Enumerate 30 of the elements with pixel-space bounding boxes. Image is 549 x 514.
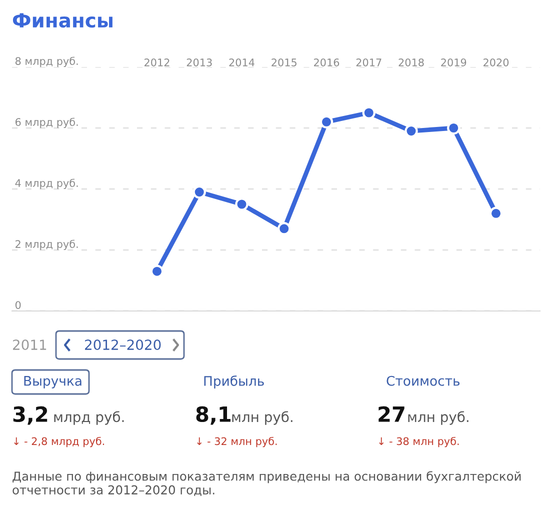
x-tick-label: 2016	[314, 58, 340, 66]
text: ↓ - 32 млн руб.	[197, 436, 277, 448]
x-tick-label: 2012	[144, 58, 170, 66]
text: Выручка	[24, 376, 82, 388]
text: млн руб.	[408, 411, 468, 425]
text: 3,2	[13, 406, 48, 425]
chart-title: Финансы	[12, 13, 112, 28]
y-tick-label: 8 млрд руб.	[15, 56, 78, 67]
text: Прибыль	[204, 376, 264, 388]
text: 2011	[13, 340, 46, 350]
text: Данные по финансовым показателям приведены на основании бухгалтерской отчетности за 2012–2020 годы.	[12, 471, 521, 496]
text: ↓ - 38 млн руб.	[379, 436, 459, 448]
text: 2012–2020	[85, 340, 161, 350]
text: млрд руб.	[54, 411, 124, 425]
x-tick-label: 2018	[398, 58, 424, 66]
y-tick-label: 0	[15, 301, 21, 309]
x-tick-label: 2013	[186, 58, 212, 66]
text: 27	[378, 406, 404, 422]
x-tick-label: 2015	[272, 58, 296, 66]
y-tick-label: 6 млрд руб.	[16, 118, 78, 128]
x-tick-label: 2020	[484, 58, 509, 66]
x-tick-label: 2017	[356, 58, 382, 66]
text: Стоимость	[386, 376, 460, 386]
x-tick-label: 2019	[441, 58, 466, 66]
y-tick-label: 2 млрд руб.	[16, 240, 78, 250]
text: 8,1	[196, 406, 230, 425]
x-tick-label: 2014	[229, 58, 254, 66]
y-tick-label: 4 млрд руб.	[15, 178, 78, 189]
text: ↓ - 2,8 млрд руб.	[14, 436, 104, 448]
text: млн руб.	[232, 411, 292, 425]
